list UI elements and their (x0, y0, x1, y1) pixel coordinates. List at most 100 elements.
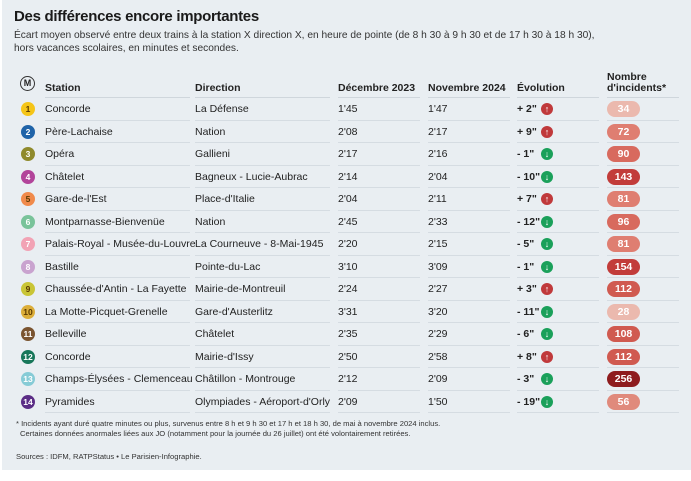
evolution-value: - 1" (517, 260, 535, 273)
divider (517, 389, 599, 391)
divider (428, 187, 510, 188)
divider (195, 344, 330, 346)
table-row: 6 Montparnasse-Bienvenüe Nation 2'45 2'33 - 1… (0, 211, 691, 233)
divider (338, 142, 420, 143)
interval-nov-2024: 1'47 (428, 103, 448, 115)
station-name: Palais-Royal - Musée-du-Louvre (45, 238, 196, 250)
arrow-down-icon: ↓ (541, 395, 553, 408)
divider (607, 119, 679, 121)
divider (338, 344, 420, 346)
divider (45, 412, 190, 413)
direction: Place-d'Italie (195, 193, 255, 205)
evolution-value: - 6" (517, 328, 535, 340)
direction: Pointe-du-Lac (195, 260, 261, 273)
table-row: 5 Gare-de-l'Est Place-d'Italie 2'04 2'11 + 7"… (0, 188, 691, 211)
divider (517, 254, 599, 256)
direction: Nation (195, 215, 226, 228)
interval-nov-2024: 2'33 (428, 215, 448, 228)
station-name: Châtelet (45, 170, 85, 183)
incidents-count: 81 (607, 236, 640, 252)
station-name: La Motte-Picquet-Grenelle (45, 305, 168, 318)
divider (607, 187, 679, 188)
divider (195, 412, 330, 413)
divider (338, 187, 420, 188)
divider (428, 254, 510, 256)
divider (517, 322, 599, 323)
table-row: 2 Père-Lachaise Nation 2'08 2'17 + 9" ↑ 72 (0, 121, 691, 143)
station-name: Champs-Élysées - Clemenceau (45, 373, 193, 385)
sources: Sources : IDFM, RATPStatus • Le Parisien… (16, 452, 202, 461)
divider (45, 277, 190, 278)
header-station: Station (45, 82, 81, 94)
divider (45, 322, 190, 323)
table-row: 8 Bastille Pointe-du-Lac 3'10 3'09 - 1" ↓ 154 (0, 256, 691, 278)
station-name: Concorde (45, 350, 91, 363)
interval-dec-2023: 1'45 (338, 103, 358, 115)
interval-nov-2024: 2'15 (428, 238, 448, 250)
footnote-2: Certaines données anormales liées aux JO… (20, 429, 411, 438)
incidents-count: 72 (607, 123, 640, 140)
interval-dec-2023: 2'12 (338, 373, 358, 385)
station-name: Concorde (45, 103, 91, 115)
divider (517, 412, 599, 413)
arrow-up-icon: ↑ (541, 125, 553, 138)
direction: La Défense (195, 103, 249, 115)
divider (428, 389, 510, 391)
metro-line-badge: 4 (21, 169, 35, 184)
interval-dec-2023: 2'08 (338, 125, 358, 138)
interval-dec-2023: 2'17 (338, 148, 358, 160)
divider (428, 412, 510, 413)
interval-dec-2023: 2'50 (338, 350, 358, 363)
divider (607, 322, 679, 323)
infographic-panel (2, 0, 691, 470)
interval-nov-2024: 2'16 (428, 148, 448, 160)
interval-nov-2024: 1'50 (428, 395, 448, 408)
incidents-count: 112 (607, 281, 640, 297)
evolution-value: - 3" (517, 373, 535, 385)
interval-dec-2023: 2'04 (338, 193, 358, 205)
direction: Olympiades - Aéroport-d'Orly (195, 395, 331, 408)
divider (428, 164, 510, 166)
divider (195, 254, 330, 256)
divider (517, 187, 599, 188)
evolution-value: + 9" (517, 125, 537, 138)
table-row: 1 Concorde La Défense 1'45 1'47 + 2" ↑ 34 (0, 98, 691, 121)
evolution-value: - 11" (517, 305, 540, 318)
arrow-up-icon: ↑ (541, 103, 553, 115)
incidents-count: 56 (607, 393, 640, 410)
divider (45, 142, 190, 143)
divider (338, 299, 420, 301)
divider (428, 299, 510, 301)
divider (195, 187, 330, 188)
divider (45, 299, 190, 301)
metro-line-badge: 14 (21, 394, 35, 409)
divider (338, 232, 420, 233)
divider (428, 119, 510, 121)
incidents-count: 90 (607, 146, 640, 162)
divider (45, 119, 190, 121)
divider (428, 209, 510, 211)
station-name: Opéra (45, 148, 75, 160)
interval-nov-2024: 3'20 (428, 305, 448, 318)
divider (607, 142, 679, 143)
divider (195, 232, 330, 233)
metro-line-badge: 9 (21, 282, 35, 296)
divider (607, 389, 679, 391)
metro-line-badge: 6 (21, 214, 35, 229)
divider (338, 119, 420, 121)
arrow-down-icon: ↓ (541, 260, 553, 273)
metro-line-badge: 11 (21, 327, 35, 341)
divider (338, 277, 420, 278)
interval-dec-2023: 2'24 (338, 283, 358, 295)
divider (517, 299, 599, 301)
divider (607, 299, 679, 301)
table-row: 4 Châtelet Bagneux - Lucie-Aubrac 2'14 2'04 -… (0, 166, 691, 188)
divider (45, 209, 190, 211)
station-name: Montparnasse-Bienvenüe (45, 215, 165, 228)
divider (517, 232, 599, 233)
interval-dec-2023: 2'45 (338, 215, 358, 228)
header-incidents: Nombre d'incidents* (607, 72, 666, 94)
interval-dec-2023: 3'10 (338, 260, 358, 273)
interval-dec-2023: 2'35 (338, 328, 358, 340)
divider (428, 232, 510, 233)
